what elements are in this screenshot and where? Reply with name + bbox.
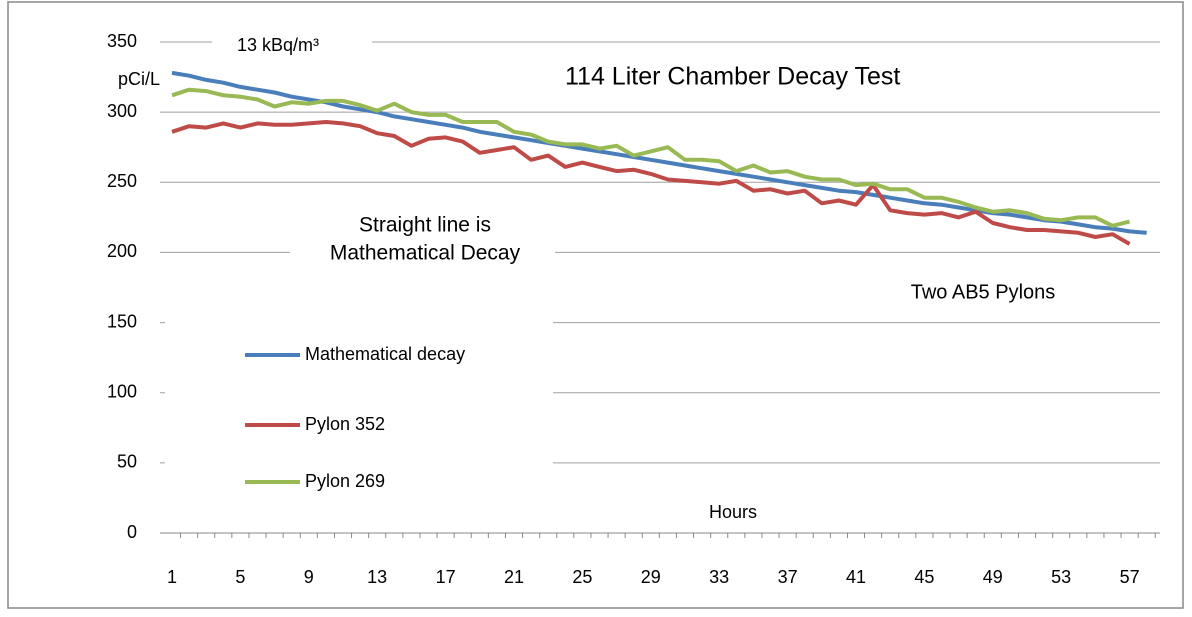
x-tick-label: 37: [778, 567, 798, 587]
x-tick-label: 9: [304, 567, 314, 587]
x-tick-label: 41: [846, 567, 866, 587]
x-tick-label: 29: [641, 567, 661, 587]
annotation-bg: [212, 28, 372, 60]
x-tick-label: 57: [1120, 567, 1140, 587]
x-tick-label: 45: [914, 567, 934, 587]
annotation: Two AB5 Pylons: [911, 281, 1056, 303]
y-tick-label: 50: [117, 452, 137, 472]
series-line: [171, 120, 1131, 246]
y-tick-label: 0: [127, 522, 137, 542]
y-tick-label: 150: [107, 311, 137, 331]
lines: [171, 70, 1147, 246]
x-tick-label: 5: [235, 567, 245, 587]
y-tick-label: 250: [107, 171, 137, 191]
annotation: 13 kBq/m³: [237, 35, 319, 55]
x-tick-label: 1: [167, 567, 177, 587]
x-tick-label: 33: [709, 567, 729, 587]
chart-title: 114 Liter Chamber Decay Test: [565, 63, 900, 91]
x-tick-label: 17: [436, 567, 456, 587]
legend-label: Mathematical decay: [305, 344, 465, 364]
cover: [165, 28, 555, 505]
legend-label: Pylon 352: [305, 414, 385, 434]
series-line: [171, 87, 1131, 228]
legend-bg: [165, 305, 553, 505]
y-tick-label: 200: [107, 241, 137, 261]
x-tick-label: 21: [504, 567, 524, 587]
y-tick-label: 300: [107, 101, 137, 121]
annotation: Mathematical Decay: [330, 242, 521, 265]
x-axis-label: Hours: [709, 502, 757, 522]
x-tick-label: 13: [367, 567, 387, 587]
legend-label: Pylon 269: [305, 471, 385, 491]
series-line: [171, 70, 1147, 235]
x-tick-label: 49: [983, 567, 1003, 587]
y-axis-label: pCi/L: [118, 69, 160, 89]
x-tick-label: 53: [1051, 567, 1071, 587]
y-tick-label: 100: [107, 381, 137, 401]
x-tick-label: 25: [572, 567, 592, 587]
annotation: Straight line is: [359, 214, 491, 237]
y-tick-label: 350: [107, 31, 137, 51]
annotation-bg: [290, 200, 555, 275]
